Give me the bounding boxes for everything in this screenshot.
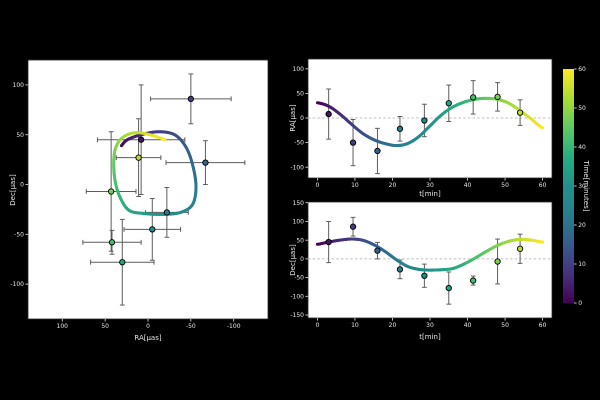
data-point — [137, 136, 145, 143]
colorbar-label: Time[minutes] — [582, 160, 590, 212]
data-point — [119, 259, 126, 266]
data-point — [445, 100, 452, 107]
y-tick-label: 50 — [296, 237, 304, 244]
sky-ticks: 100 50 0 -50 -100 -100 -50 0 50 100 — [10, 82, 240, 330]
x-tick-label: 0 — [315, 182, 319, 189]
x-tick-label: 60 — [539, 182, 547, 189]
sky-data-points — [107, 95, 209, 266]
colorbar-tick-label: 60 — [578, 66, 586, 73]
data-point — [421, 272, 428, 279]
data-point — [202, 159, 209, 166]
x-tick-label: 20 — [389, 322, 397, 329]
ra_vs_t-ticks: 0 10 20 30 40 50 60 -100 -50 0 50 100 — [290, 66, 546, 189]
data-point — [396, 266, 404, 273]
data-point — [516, 109, 524, 116]
data-point — [470, 94, 477, 101]
y-tick-label: -100 — [290, 164, 304, 171]
x-tick-label: 0 — [146, 323, 150, 330]
y-tick-label: 0 — [20, 182, 24, 189]
x-tick-label: -50 — [186, 323, 196, 330]
data-point — [149, 226, 156, 233]
ra-panel-ylabel: RA[μas] — [289, 104, 297, 132]
colorbar-tick-label: 40 — [578, 144, 586, 151]
y-tick-label: -100 — [10, 281, 24, 288]
y-tick-label: 100 — [293, 219, 305, 226]
y-tick-label: -50 — [294, 275, 304, 282]
ra_vs_t-panel: 0 10 20 30 40 50 60 -100 -50 0 50 100 — [290, 58, 553, 189]
colorbar-gradient — [563, 69, 574, 303]
x-tick-label: 100 — [57, 323, 69, 330]
data-point — [349, 223, 357, 230]
data-point — [445, 284, 452, 292]
y-tick-label: -100 — [290, 293, 304, 300]
dec_vs_t-plot-area — [307, 201, 553, 319]
ra-panel-xlabel: t[min] — [419, 190, 441, 198]
x-tick-label: 0 — [315, 322, 319, 329]
ra_vs_t-data-points — [325, 93, 524, 155]
x-tick-label: 30 — [426, 322, 434, 329]
colorbar-tick-label: 20 — [578, 222, 586, 229]
data-point — [396, 125, 404, 132]
x-tick-label: 10 — [351, 322, 359, 329]
dec-panel-xlabel: t[min] — [419, 333, 441, 341]
x-tick-label: 50 — [101, 323, 109, 330]
data-point — [107, 188, 115, 195]
sky-plot-area — [27, 59, 269, 320]
x-tick-label: 30 — [426, 182, 434, 189]
y-tick-label: -50 — [294, 140, 304, 147]
y-tick-label: 50 — [16, 132, 24, 139]
sky-xlabel: RA[μas] — [134, 334, 162, 342]
data-point — [516, 245, 524, 252]
data-point — [494, 258, 501, 265]
y-tick-label: 150 — [293, 200, 305, 207]
data-point — [374, 147, 381, 155]
sky-model-curve — [112, 130, 198, 216]
data-point — [108, 239, 116, 246]
x-tick-label: 50 — [501, 182, 509, 189]
y-tick-label: 0 — [300, 256, 304, 263]
x-tick-label: 40 — [464, 182, 472, 189]
y-tick-label: 0 — [300, 115, 304, 122]
data-point — [163, 209, 171, 216]
colorbar-tick-label: 30 — [578, 183, 586, 190]
dec_vs_t-ticks: 0 10 20 30 40 50 60 -150 -100 -50 0 50 100 150 — [290, 200, 546, 329]
x-tick-label: 40 — [464, 322, 472, 329]
colorbar-tick-label: 0 — [578, 300, 582, 307]
dec_vs_t-model-curve — [315, 237, 545, 272]
data-point — [325, 110, 332, 118]
x-tick-label: 50 — [501, 322, 509, 329]
dec_vs_t-data-points — [325, 223, 524, 292]
x-tick-label: -100 — [227, 323, 241, 330]
dec_vs_t-panel: 0 10 20 30 40 50 60 -150 -100 -50 0 50 100 150 — [290, 200, 553, 329]
y-tick-label: 50 — [296, 91, 304, 98]
x-tick-label: 20 — [389, 182, 397, 189]
colorbar: 0 10 20 30 40 50 60 — [563, 66, 586, 307]
colorbar-tick-label: 10 — [578, 261, 586, 268]
data-point — [470, 277, 477, 284]
y-tick-label: 100 — [293, 66, 305, 73]
x-tick-label: 60 — [539, 322, 547, 329]
data-point — [135, 154, 142, 161]
y-tick-label: 100 — [13, 82, 25, 89]
data-point — [325, 238, 332, 246]
dec-panel-ylabel: Dec[μas] — [289, 244, 297, 276]
ra_vs_t-plot-area — [307, 58, 553, 179]
data-point — [421, 117, 428, 124]
y-tick-label: -50 — [14, 231, 24, 238]
colorbar-tick-label: 50 — [578, 105, 586, 112]
y-tick-label: -150 — [290, 312, 304, 319]
x-tick-label: 10 — [351, 182, 359, 189]
data-point — [187, 95, 195, 103]
sky-ylabel: Dec[μas] — [9, 174, 17, 206]
data-point — [349, 139, 357, 146]
data-point — [374, 247, 381, 254]
data-point — [494, 93, 501, 101]
sky-panel: 100 50 0 -50 -100 -100 -50 0 50 100 — [10, 59, 269, 330]
